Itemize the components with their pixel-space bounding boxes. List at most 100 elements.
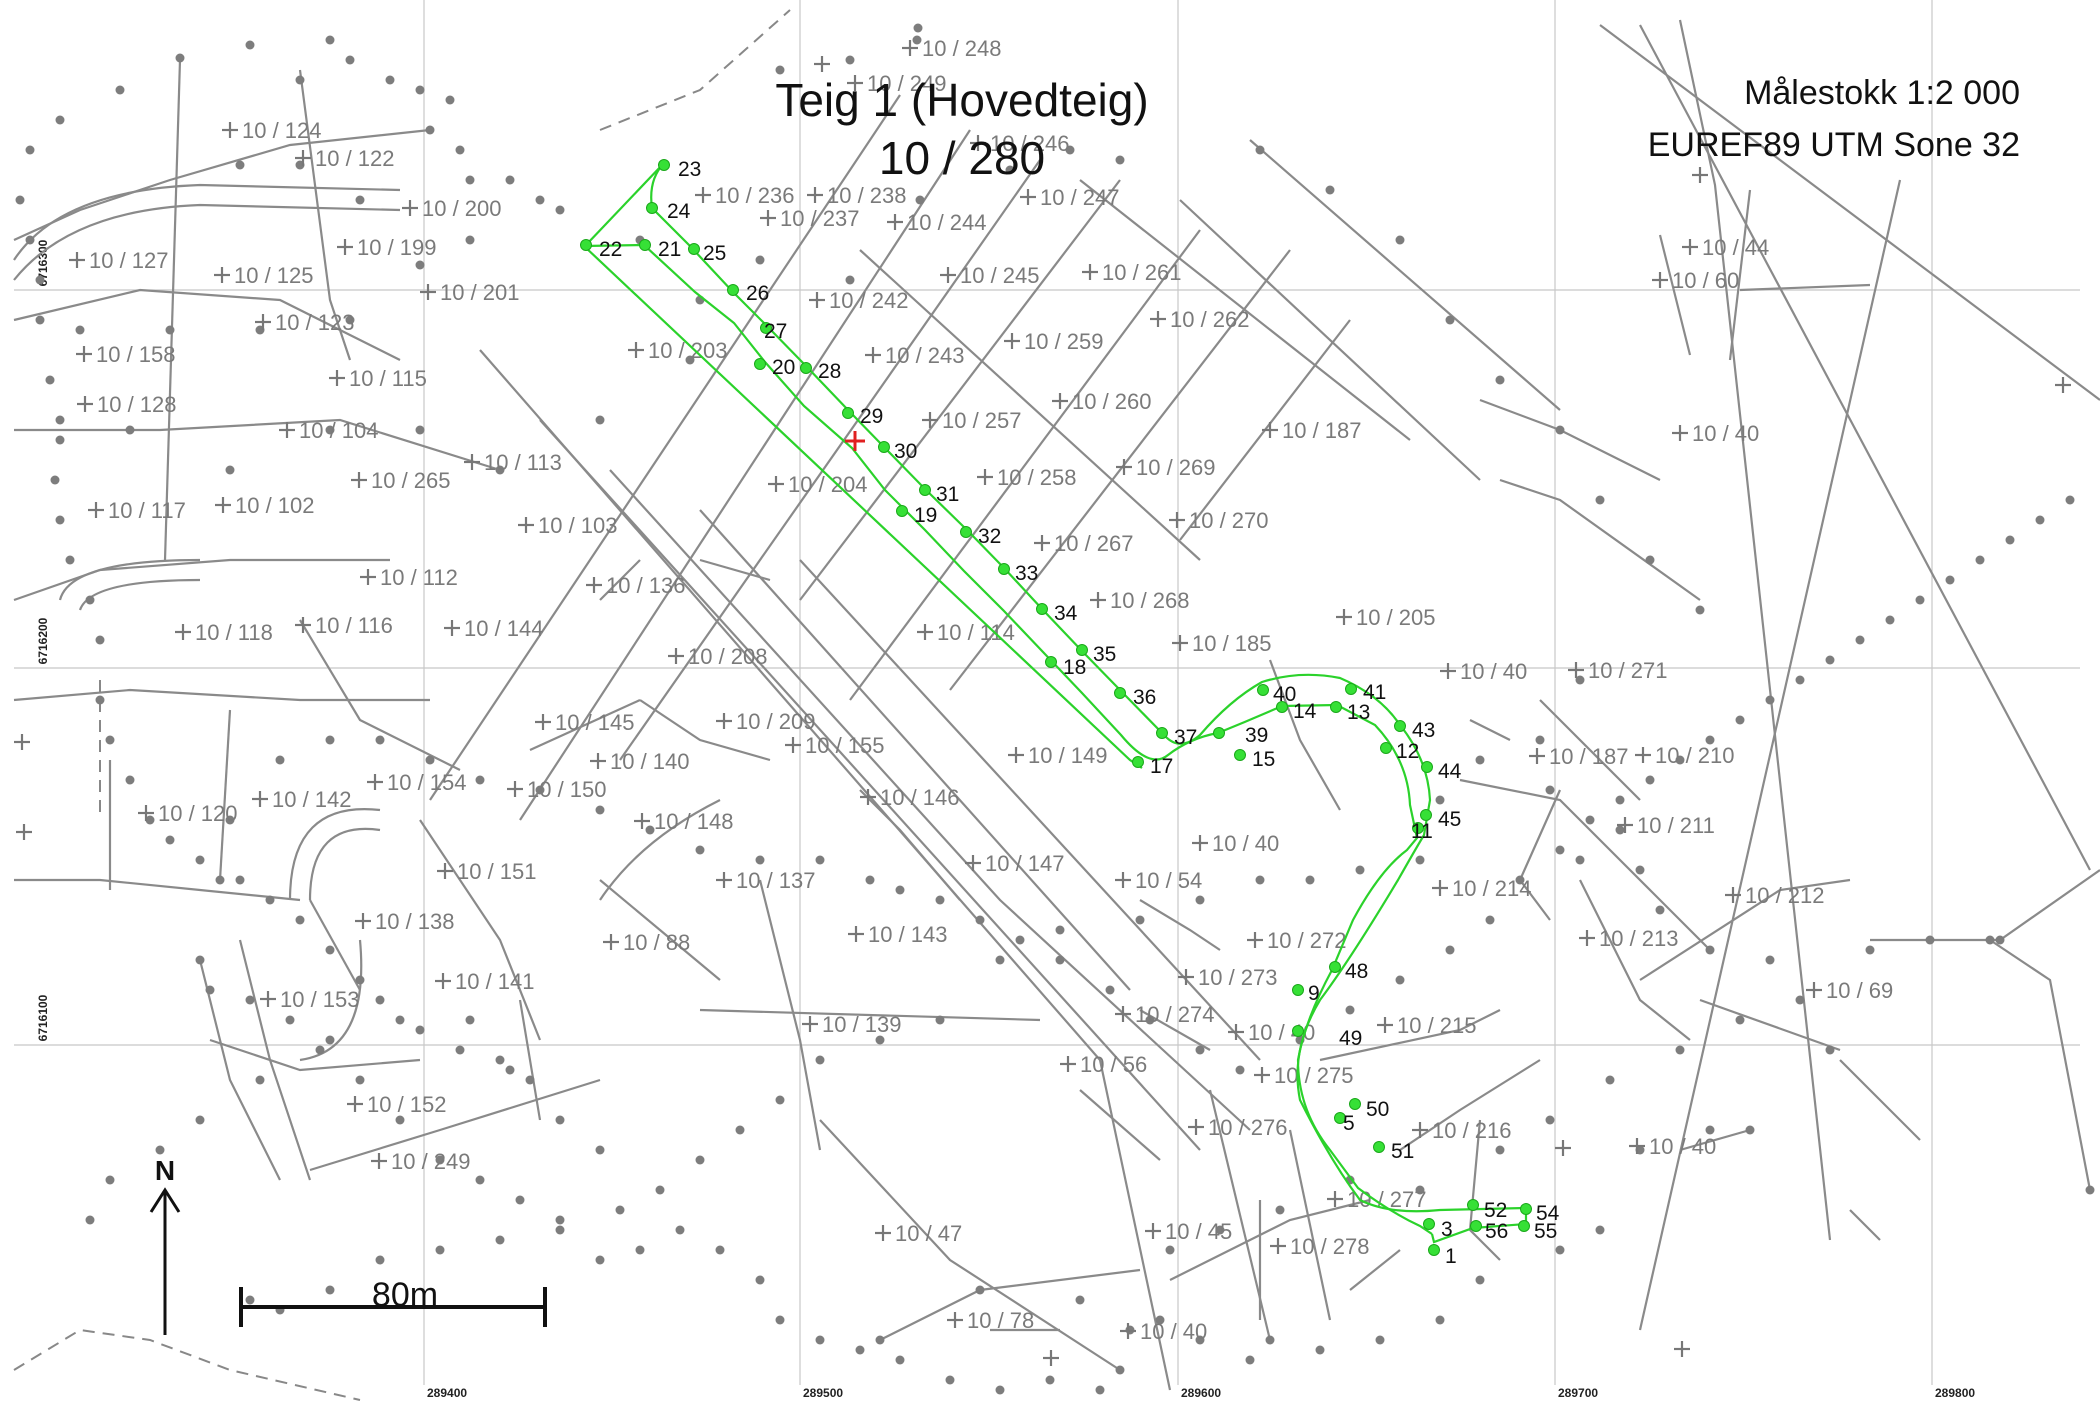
- parcel-number: 10 / 152: [367, 1092, 447, 1117]
- property-vertex: [95, 695, 105, 705]
- parcel-label: 10 / 269: [1116, 455, 1216, 480]
- property-vertex: [55, 415, 65, 425]
- property-vertex: [2065, 495, 2075, 505]
- property-line: [1870, 869, 2100, 942]
- property-line: [1499, 478, 1701, 601]
- property-vertex: [715, 1245, 725, 1255]
- property-vertex: [615, 1205, 625, 1215]
- parcel-label: 10 / 113: [464, 450, 562, 475]
- parcel-label: 10 / 261: [1082, 260, 1182, 285]
- parcel-number: 10 / 45: [1165, 1219, 1232, 1244]
- parcel-boundary-west: [583, 245, 1143, 769]
- property-vertex: [35, 315, 45, 325]
- property-vertex: [1825, 655, 1835, 665]
- parcel-label: 10 / 203: [628, 338, 728, 363]
- parcel-number: 10 / 122: [315, 146, 395, 171]
- grid-label-easting: 289800: [1935, 1386, 1975, 1400]
- map-scale-label: Målestokk 1:2 000: [1744, 74, 2020, 112]
- property-boundaries: [13, 9, 2100, 1401]
- property-vertex: [695, 1155, 705, 1165]
- boundary-point: [1394, 720, 1406, 732]
- parcel-number: 10 / 210: [1655, 743, 1735, 768]
- property-line: [699, 558, 771, 582]
- parcel-label: 10 / 245: [940, 263, 1040, 288]
- property-vertex: [355, 1075, 365, 1085]
- property-line: [1349, 1249, 1401, 1291]
- parcel-label: 10 / 208: [668, 644, 768, 669]
- parcel-label: 10 / 265: [351, 468, 451, 493]
- parcel-label: 10 / 128: [77, 392, 177, 417]
- parcel-number: 10 / 151: [457, 859, 537, 884]
- boundary-point: [1412, 822, 1424, 834]
- boundary-point-number: 40: [1273, 683, 1296, 706]
- boundary-point: [688, 243, 700, 255]
- boundary-point: [1421, 761, 1433, 773]
- property-line: [163, 59, 182, 561]
- parcel-number: 10 / 120: [158, 801, 238, 826]
- property-vertex: [1245, 1355, 1255, 1365]
- boundary-point: [1467, 1199, 1479, 1211]
- property-vertex: [1635, 865, 1645, 875]
- parcel-number: 10 / 267: [1054, 531, 1134, 556]
- property-vertex: [913, 23, 923, 33]
- parcel-number: 10 / 270: [1189, 508, 1269, 533]
- parcel-label: 10 / 185: [1172, 631, 1272, 656]
- property-line: [599, 879, 721, 981]
- parcel-number: 10 / 201: [440, 280, 520, 305]
- parcel-number: 10 / 153: [280, 987, 360, 1012]
- parcel-label: 10 / 142: [252, 787, 352, 812]
- property-line: [13, 688, 430, 702]
- parcel-label: 10 / 244: [887, 210, 987, 235]
- property-line: [238, 939, 312, 1181]
- property-vertex: [595, 1255, 605, 1265]
- parcel-number: 10 / 150: [527, 777, 607, 802]
- property-vertex: [455, 1045, 465, 1055]
- parcel-number: 10 / 238: [827, 183, 907, 208]
- property-vertex: [105, 735, 115, 745]
- road-edge: [288, 808, 381, 901]
- parcel-number: 10 / 56: [1080, 1052, 1147, 1077]
- property-vertex: [295, 915, 305, 925]
- parcel-label: 10 / 259: [1004, 329, 1104, 354]
- parcel-label: 10 / 140: [590, 749, 690, 774]
- property-vertex: [275, 755, 285, 765]
- property-vertex: [1475, 1275, 1485, 1285]
- property-line: [1658, 234, 1692, 356]
- parcel-number: 10 / 258: [997, 465, 1077, 490]
- parcel-label: 10 / 274: [1115, 1002, 1215, 1027]
- parcel-label: 10 / 275: [1254, 1063, 1354, 1088]
- property-line: [198, 959, 281, 1181]
- property-vertex: [325, 425, 335, 435]
- parcel-number: 10 / 127: [89, 248, 169, 273]
- property-vertex: [395, 1115, 405, 1125]
- boundary-point: [727, 284, 739, 296]
- crs-label: EUREF89 UTM Sone 32: [1648, 126, 2020, 164]
- boundary-point: [1045, 656, 1057, 668]
- parcel-label: 10 / 270: [1169, 508, 1269, 533]
- property-vertex: [315, 1045, 325, 1055]
- property-vertex: [1545, 1115, 1555, 1125]
- property-vertex: [245, 40, 255, 50]
- property-vertex: [75, 325, 85, 335]
- property-vertex: [255, 1075, 265, 1085]
- parcel-number: 10 / 248: [922, 36, 1002, 61]
- property-vertex: [1615, 795, 1625, 805]
- parcel-number: 10 / 236: [715, 183, 795, 208]
- boundary-point: [658, 159, 670, 171]
- property-vertex: [655, 1185, 665, 1195]
- grid-label-easting: 289500: [803, 1386, 843, 1400]
- boundary-point: [1329, 961, 1341, 973]
- property-vertex: [1765, 955, 1775, 965]
- parcel-number: 10 / 278: [1290, 1234, 1370, 1259]
- parcel-label: 10 / 154: [367, 770, 467, 795]
- property-vertex: [865, 875, 875, 885]
- boundary-point-number: 23: [678, 158, 701, 181]
- road-edge: [308, 827, 381, 901]
- boundary-point-number: 55: [1534, 1220, 1557, 1243]
- parcel-label: 10 / 102: [215, 493, 315, 518]
- property-vertex: [1645, 775, 1655, 785]
- parcel-label: 10 / 40: [1672, 421, 1759, 446]
- property-line: [529, 698, 641, 752]
- parcel-label: 10 / 243: [865, 343, 965, 368]
- property-line: [609, 469, 1251, 1131]
